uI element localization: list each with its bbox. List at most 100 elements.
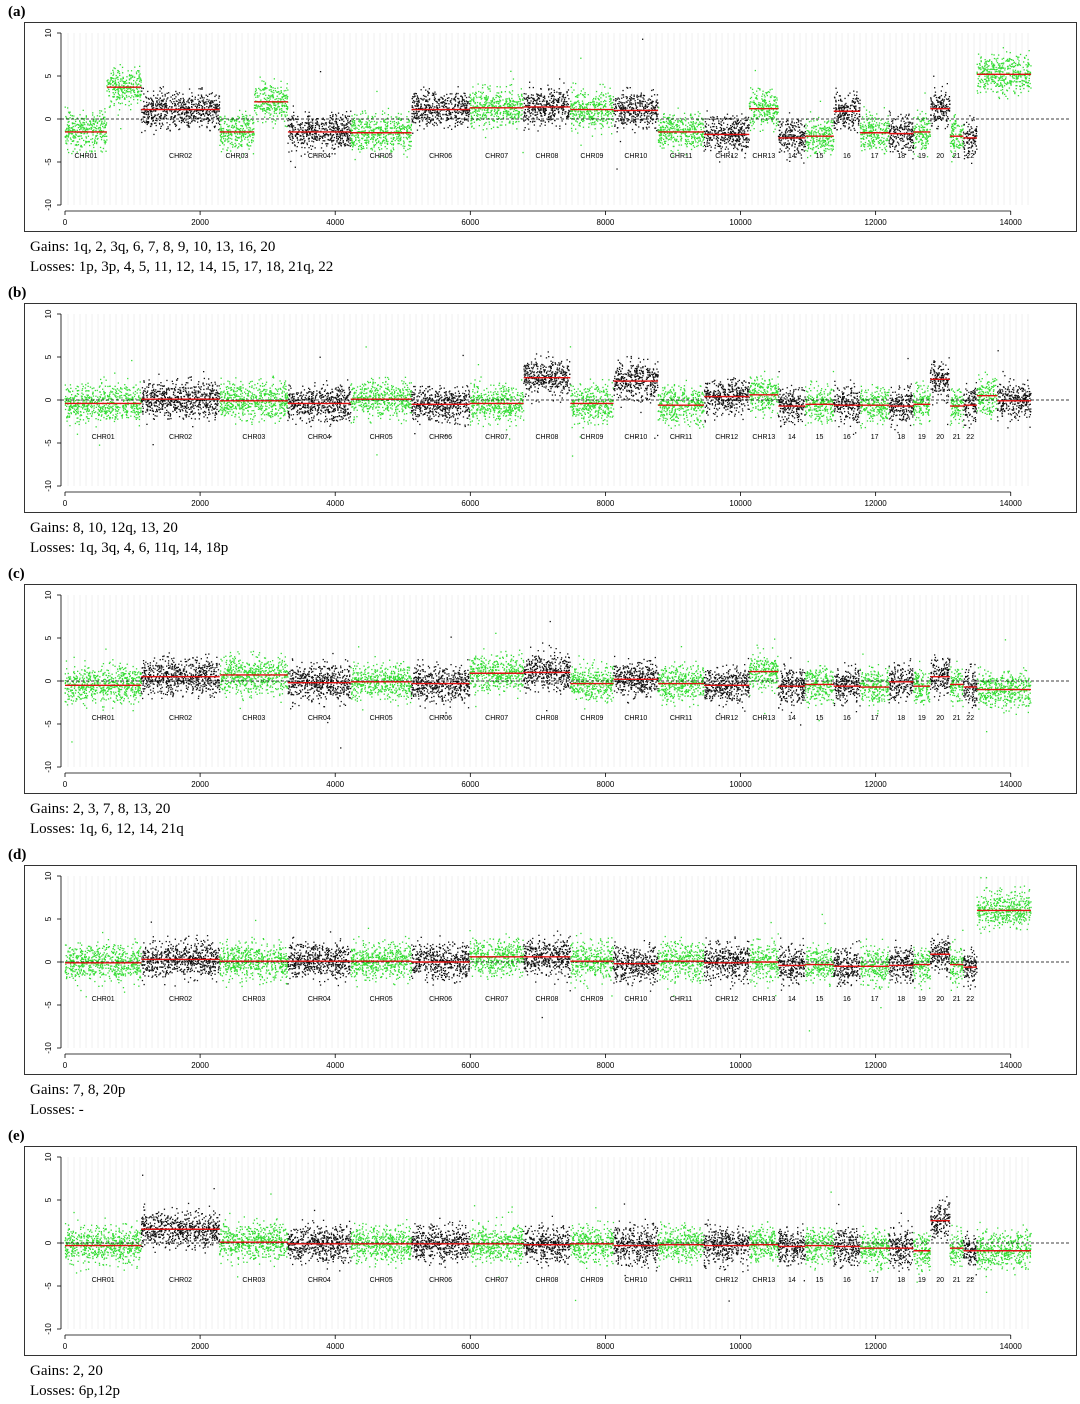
data-point xyxy=(138,90,140,93)
data-point xyxy=(470,100,472,102)
data-point xyxy=(634,113,637,116)
data-point xyxy=(575,106,577,108)
data-point xyxy=(537,98,539,100)
data-point xyxy=(368,136,370,138)
data-point xyxy=(500,118,502,120)
data-point xyxy=(273,92,275,94)
data-point xyxy=(391,143,393,146)
data-point xyxy=(297,133,300,135)
data-point xyxy=(126,96,128,98)
data-point xyxy=(297,118,299,121)
data-point xyxy=(228,126,230,128)
data-point xyxy=(622,102,624,104)
data-point xyxy=(169,106,171,108)
data-point xyxy=(436,117,439,119)
data-point xyxy=(537,93,539,96)
data-point xyxy=(82,130,84,132)
data-point xyxy=(566,103,569,105)
data-point xyxy=(313,130,315,132)
data-point xyxy=(167,126,169,128)
data-point xyxy=(499,101,501,103)
data-point xyxy=(361,130,363,133)
data-point xyxy=(544,97,546,100)
data-point xyxy=(565,104,567,106)
data-point xyxy=(309,132,311,134)
data-point xyxy=(329,125,331,127)
data-point xyxy=(454,114,456,117)
data-point xyxy=(104,111,106,113)
data-point xyxy=(461,109,463,112)
data-point xyxy=(68,124,70,127)
data-point xyxy=(440,117,442,119)
data-point xyxy=(184,108,186,110)
data-point xyxy=(555,125,557,127)
data-point xyxy=(486,99,488,102)
data-point xyxy=(496,100,499,102)
data-point xyxy=(496,115,498,117)
data-point xyxy=(342,140,344,142)
data-point xyxy=(412,113,414,115)
data-point xyxy=(300,138,302,140)
data-point xyxy=(99,135,102,138)
data-point xyxy=(74,135,76,138)
data-point xyxy=(582,126,585,128)
data-point xyxy=(203,119,205,121)
data-point xyxy=(188,117,191,119)
data-point xyxy=(632,107,634,109)
data-point xyxy=(418,99,420,101)
data-point xyxy=(286,83,288,85)
data-point xyxy=(151,98,153,100)
data-point xyxy=(245,125,247,127)
data-point xyxy=(258,95,260,97)
data-point xyxy=(175,90,177,93)
data-point xyxy=(507,114,509,116)
data-point xyxy=(345,126,348,128)
data-point xyxy=(325,124,327,126)
data-point xyxy=(487,111,489,113)
data-point xyxy=(582,114,584,116)
data-point xyxy=(550,109,552,111)
data-point xyxy=(128,79,131,81)
data-point xyxy=(314,147,316,149)
data-point xyxy=(620,113,622,115)
data-point xyxy=(562,95,564,97)
data-point xyxy=(573,110,576,112)
data-point xyxy=(253,134,255,136)
data-point xyxy=(409,148,411,150)
data-point xyxy=(457,104,460,106)
data-point xyxy=(350,123,352,125)
data-point xyxy=(508,122,510,124)
data-point xyxy=(347,120,349,122)
data-point xyxy=(117,114,119,116)
data-point xyxy=(458,100,461,102)
data-point xyxy=(453,98,455,101)
data-point xyxy=(189,115,191,117)
data-point xyxy=(211,104,213,107)
data-point xyxy=(510,108,512,110)
data-point xyxy=(400,125,403,127)
data-point xyxy=(462,104,464,106)
data-point xyxy=(75,124,77,126)
data-point xyxy=(328,121,331,123)
data-point xyxy=(524,98,526,100)
data-point xyxy=(656,117,658,120)
data-point xyxy=(239,157,241,159)
data-point xyxy=(211,122,213,124)
data-point xyxy=(582,107,584,109)
data-point xyxy=(209,104,211,107)
data-point xyxy=(204,101,206,103)
data-point xyxy=(71,140,74,142)
data-point xyxy=(539,125,541,127)
data-point xyxy=(222,148,224,150)
data-point xyxy=(85,142,87,144)
data-point xyxy=(287,89,289,91)
data-point xyxy=(442,98,444,100)
data-point xyxy=(350,139,352,141)
data-point xyxy=(386,142,388,144)
data-point xyxy=(242,127,244,130)
data-point xyxy=(123,82,126,84)
data-point xyxy=(294,127,296,129)
data-point xyxy=(610,122,612,124)
data-point xyxy=(407,118,410,121)
data-point xyxy=(75,120,77,123)
